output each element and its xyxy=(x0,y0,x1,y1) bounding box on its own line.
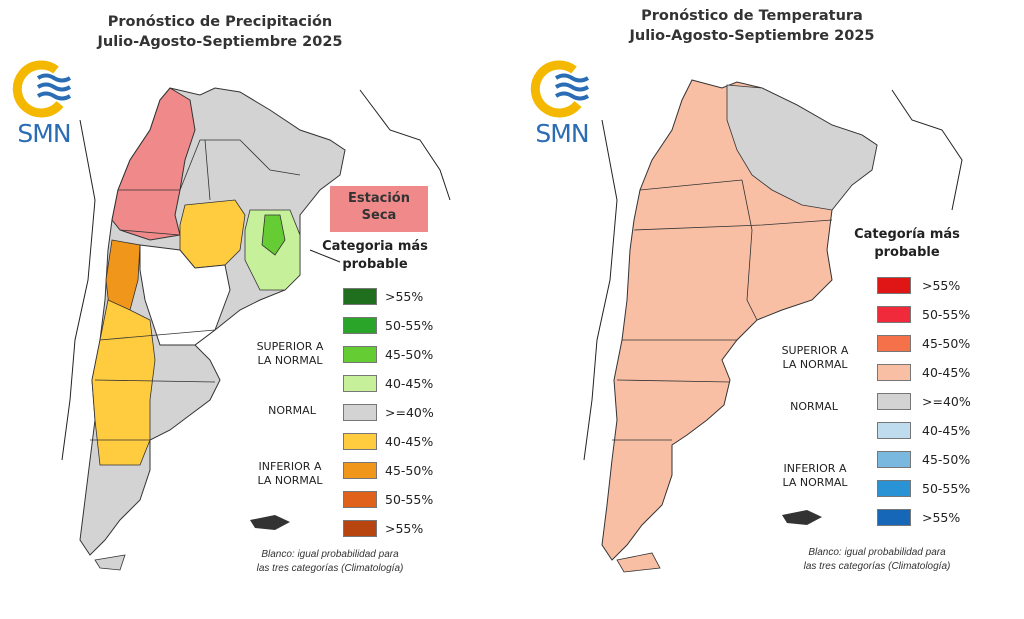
temperature-legend-swatch-5 xyxy=(877,422,911,439)
temperature-panel: Pronóstico de Temperatura Julio-Agosto-S… xyxy=(512,0,1024,619)
precipitation-note-line2: las tres categorías (Climatología) xyxy=(256,563,404,574)
temperature-legend-swatch-4 xyxy=(877,393,911,410)
normal-northeast-region xyxy=(726,84,878,211)
temperature-legend-swatch-0 xyxy=(877,277,911,294)
temperature-legend-label-4: >=40% xyxy=(922,394,971,409)
smn-logo: SMN xyxy=(4,58,84,148)
brazil-border-line-right xyxy=(891,89,963,211)
precipitation-legend-swatch-3 xyxy=(343,375,377,392)
temperature-group-inferior-line2: LA NORMAL xyxy=(782,476,848,489)
precipitation-legend-label-6: 45-50% xyxy=(385,463,434,478)
malvinas-islands-right xyxy=(782,510,822,525)
temperature-legend-swatch-6 xyxy=(877,451,911,468)
temperature-group-inferior-line1: INFERIOR A xyxy=(783,462,847,475)
smn-logo-right-icon xyxy=(530,60,590,118)
temperature-legend-label-8: >55% xyxy=(922,510,961,525)
temperature-title: Pronóstico de Temperatura Julio-Agosto-S… xyxy=(602,6,902,46)
precipitation-legend-swatch-5 xyxy=(343,433,377,450)
tierra-del-fuego xyxy=(94,554,126,571)
chile-coast-line xyxy=(61,119,96,461)
precipitation-group-inferior: INFERIOR A LA NORMAL xyxy=(250,460,330,488)
tierra-del-fuego-right xyxy=(616,552,661,573)
temperature-map xyxy=(583,79,963,573)
above-normal-strong-region xyxy=(261,214,286,256)
temperature-legend-label-6: 45-50% xyxy=(922,452,971,467)
below-normal-patagonia-region xyxy=(91,299,156,466)
precipitation-group-superior-line2: LA NORMAL xyxy=(257,354,323,367)
temperature-legend-swatch-7 xyxy=(877,480,911,497)
precipitation-legend-title: Categoria más probable xyxy=(315,238,435,274)
precipitation-legend-swatch-7 xyxy=(343,491,377,508)
precipitation-legend-label-2: 45-50% xyxy=(385,347,434,362)
temperature-legend-label-0: >55% xyxy=(922,278,961,293)
chile-coast-line-right xyxy=(583,119,618,461)
precipitation-title: Pronóstico de Precipitación Julio-Agosto… xyxy=(70,12,370,52)
precipitation-group-superior-line1: SUPERIOR A xyxy=(256,340,324,353)
precipitation-legend-label-0: >55% xyxy=(385,289,424,304)
precipitation-group-inferior-line2: LA NORMAL xyxy=(257,474,323,487)
precipitation-legend-swatch-4 xyxy=(343,404,377,421)
province-boundaries xyxy=(90,139,301,441)
temperature-legend-label-7: 50-55% xyxy=(922,481,971,496)
temperature-legend-swatch-1 xyxy=(877,306,911,323)
precipitation-legend-label-4: >=40% xyxy=(385,405,434,420)
precipitation-title-line2: Julio-Agosto-Septiembre 2025 xyxy=(97,34,343,50)
temperature-legend-label-1: 50-55% xyxy=(922,307,971,322)
temperature-legend-title: Categoría más probable xyxy=(842,226,972,262)
precipitation-legend-swatch-2 xyxy=(343,346,377,363)
temperature-title-line2: Julio-Agosto-Septiembre 2025 xyxy=(629,28,875,44)
temperature-group-normal: NORMAL xyxy=(790,400,838,413)
temperature-group-superior-line1: SUPERIOR A xyxy=(781,344,849,357)
dry-season-region xyxy=(111,87,196,241)
temperature-note-line2: las tres categorías (Climatología) xyxy=(803,561,951,572)
temperature-legend-label-3: 40-45% xyxy=(922,365,971,380)
precipitation-legend-label-1: 50-55% xyxy=(385,318,434,333)
precipitation-group-normal: NORMAL xyxy=(268,404,316,417)
precipitation-legend-swatch-6 xyxy=(343,462,377,479)
precipitation-group-inferior-line1: INFERIOR A xyxy=(258,460,322,473)
uruguay-coast-line xyxy=(309,249,341,263)
temperature-title-line1: Pronóstico de Temperatura xyxy=(641,8,863,24)
temperature-group-superior: SUPERIOR A LA NORMAL xyxy=(770,344,860,372)
smn-logo-text: SMN xyxy=(17,119,71,148)
temperature-group-superior-line2: LA NORMAL xyxy=(782,358,848,371)
precipitation-note-line1: Blanco: igual probabilidad para xyxy=(261,549,399,560)
precipitation-legend-label-3: 40-45% xyxy=(385,376,434,391)
temperature-legend-title-line2: probable xyxy=(874,245,940,260)
malvinas-islands xyxy=(250,515,290,530)
precipitation-legend-swatch-0 xyxy=(343,288,377,305)
province-boundaries-right xyxy=(612,179,833,441)
dry-season-label-box: Estación Seca xyxy=(330,186,428,232)
precipitation-note: Blanco: igual probabilidad para las tres… xyxy=(225,548,435,576)
dry-season-line2: Seca xyxy=(361,208,397,223)
precipitation-legend-label-7: 50-55% xyxy=(385,492,434,507)
brazil-border-line xyxy=(359,89,451,201)
temperature-group-inferior: INFERIOR A LA NORMAL xyxy=(770,462,860,490)
precipitation-legend-swatch-8 xyxy=(343,520,377,537)
temperature-legend-label-5: 40-45% xyxy=(922,423,971,438)
temperature-legend-swatch-2 xyxy=(877,335,911,352)
dry-season-line1: Estación xyxy=(348,191,410,206)
precipitation-map xyxy=(61,87,451,571)
precipitation-legend-label-8: >55% xyxy=(385,521,424,536)
precipitation-legend-title-line2: probable xyxy=(342,257,408,272)
temperature-legend-label-2: 45-50% xyxy=(922,336,971,351)
temperature-legend-swatch-8 xyxy=(877,509,911,526)
precipitation-title-line1: Pronóstico de Precipitación xyxy=(107,14,333,30)
precipitation-group-superior: SUPERIOR A LA NORMAL xyxy=(250,340,330,368)
precipitation-legend-swatch-1 xyxy=(343,317,377,334)
smn-logo-right: SMN xyxy=(522,58,602,148)
temperature-note-line1: Blanco: igual probabilidad para xyxy=(808,547,946,558)
temperature-note: Blanco: igual probabilidad para las tres… xyxy=(767,546,987,574)
smn-logo-right-text: SMN xyxy=(535,119,589,148)
smn-logo-icon xyxy=(12,60,72,118)
precipitation-legend-label-5: 40-45% xyxy=(385,434,434,449)
precipitation-panel: Pronóstico de Precipitación Julio-Agosto… xyxy=(4,12,451,576)
temperature-legend-swatch-3 xyxy=(877,364,911,381)
temperature-legend-title-line1: Categoría más xyxy=(854,227,960,242)
precipitation-legend-title-line1: Categoria más xyxy=(322,239,428,254)
